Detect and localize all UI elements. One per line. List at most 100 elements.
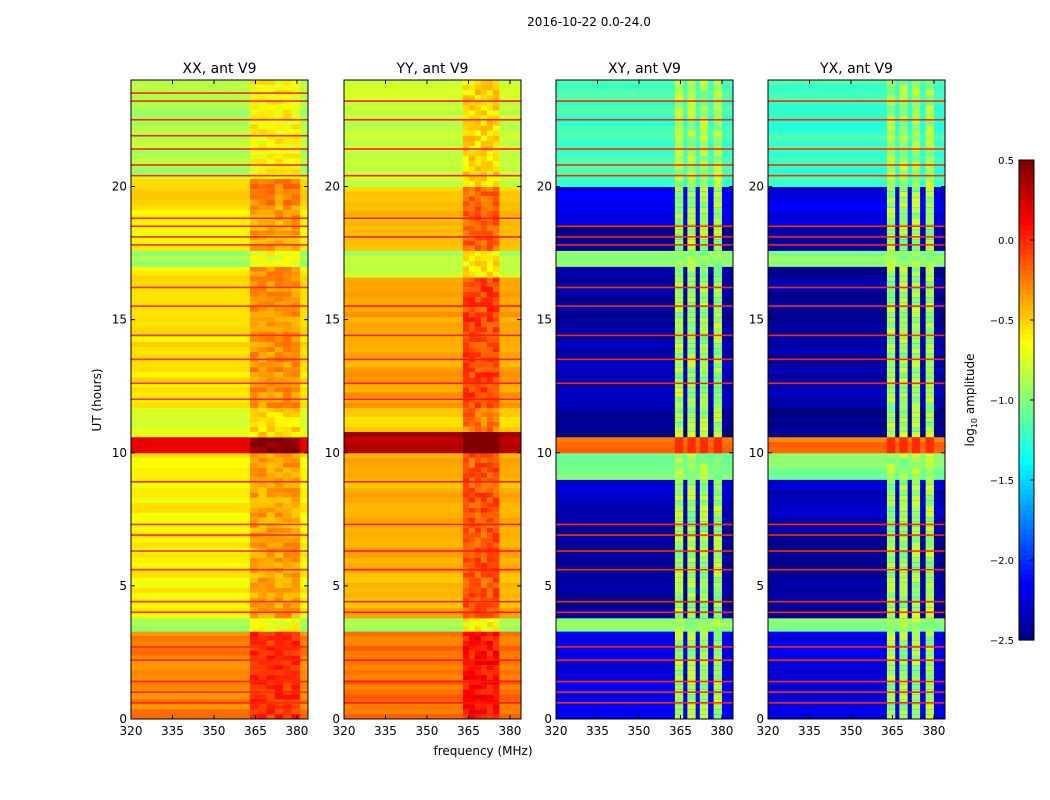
heatmap-cell xyxy=(768,536,945,543)
heatmap-cell xyxy=(291,158,301,165)
heatmap-cell xyxy=(899,602,908,609)
heatmap-cell xyxy=(344,156,521,162)
colorbar-segment xyxy=(1019,250,1034,256)
heatmap-cell xyxy=(258,507,268,514)
heatmap-cell xyxy=(480,522,488,529)
heatmap-cell xyxy=(474,517,482,524)
heatmap-cell xyxy=(713,650,722,657)
heatmap-cell xyxy=(687,452,696,459)
heatmap-cell xyxy=(266,225,276,231)
heatmap-cell xyxy=(266,482,276,489)
heatmap-cell xyxy=(291,362,301,368)
colorbar-segment xyxy=(1019,400,1034,406)
heatmap-cell xyxy=(258,271,268,277)
heatmap-cell xyxy=(131,631,308,637)
heatmap-cell xyxy=(687,427,696,433)
heatmap-cell xyxy=(699,312,709,319)
heatmap-cell xyxy=(899,626,908,632)
heatmap-cell xyxy=(899,694,908,700)
heatmap-cell xyxy=(899,463,908,470)
heatmap-cell xyxy=(344,640,521,647)
heatmap-cell xyxy=(462,352,470,358)
heatmap-cell xyxy=(492,230,500,237)
heatmap-cell xyxy=(925,631,934,637)
heatmap-cell xyxy=(480,115,488,122)
heatmap-cell xyxy=(492,675,500,681)
heatmap-cell xyxy=(699,250,709,257)
heatmap-cell xyxy=(899,276,908,283)
rfi-line xyxy=(768,286,945,289)
heatmap-cell xyxy=(492,402,500,408)
heatmap-cell xyxy=(274,109,284,115)
heatmap-cell xyxy=(492,650,500,657)
heatmap-cell xyxy=(266,462,276,469)
heatmap-cell xyxy=(556,490,733,496)
heatmap-cell xyxy=(266,362,276,368)
heatmap-cell xyxy=(480,507,488,514)
heatmap-cell xyxy=(462,640,470,647)
heatmap-cell xyxy=(486,337,494,343)
heatmap-cell xyxy=(556,442,733,448)
heatmap-cell xyxy=(687,655,696,661)
heatmap-cell xyxy=(291,124,301,130)
rfi-line xyxy=(131,398,308,401)
colorbar-segment xyxy=(1019,350,1034,356)
heatmap-cell xyxy=(925,412,934,418)
heatmap-cell xyxy=(768,442,945,448)
heatmap-cell xyxy=(899,536,908,543)
heatmap-cell xyxy=(344,517,521,524)
heatmap-cell xyxy=(344,235,521,242)
heatmap-cell xyxy=(713,536,722,543)
heatmap-cell xyxy=(768,511,945,518)
heatmap-cell xyxy=(768,312,945,319)
heatmap-cell xyxy=(492,206,500,212)
heatmap-cell xyxy=(266,422,276,428)
heatmap-cell xyxy=(713,541,722,548)
heatmap-cell xyxy=(925,276,934,283)
rfi-line xyxy=(344,236,521,238)
heatmap-cell xyxy=(474,95,482,101)
heatmap-cell xyxy=(291,714,301,720)
heatmap-cell xyxy=(556,105,733,111)
heatmap-cell xyxy=(283,261,292,267)
heatmap-cell xyxy=(249,397,259,403)
heatmap-cell xyxy=(249,617,259,623)
heatmap-cell xyxy=(249,402,259,408)
heatmap-cell xyxy=(274,286,284,293)
heatmap-cell xyxy=(556,213,733,219)
heatmap-cell xyxy=(468,567,476,574)
heatmap-cell xyxy=(492,85,500,91)
heatmap-cell xyxy=(768,714,945,720)
heatmap-cell xyxy=(474,537,482,544)
heatmap-cell xyxy=(699,490,709,496)
heatmap-cell xyxy=(131,487,308,494)
heatmap-cell xyxy=(768,636,945,642)
heatmap-cell xyxy=(911,135,921,142)
heatmap-cell xyxy=(899,417,908,423)
heatmap-cell xyxy=(344,352,521,358)
heatmap-cell xyxy=(486,240,494,246)
colorbar-segment xyxy=(1019,340,1034,346)
heatmap-cell xyxy=(492,322,500,328)
heatmap-cell xyxy=(492,292,500,298)
heatmap-cell xyxy=(925,397,934,404)
heatmap-cell xyxy=(468,191,476,197)
heatmap-cell xyxy=(699,120,709,127)
heatmap-cell xyxy=(468,367,476,373)
rfi-line xyxy=(556,286,733,289)
heatmap-cell xyxy=(486,382,494,388)
heatmap-cell xyxy=(492,90,500,96)
heatmap-cell xyxy=(266,316,276,323)
heatmap-cell xyxy=(474,337,482,343)
heatmap-cell xyxy=(266,367,276,373)
heatmap-cell xyxy=(492,171,500,177)
rfi-line xyxy=(131,680,308,683)
heatmap-cell xyxy=(258,230,268,236)
heatmap-cell xyxy=(266,612,276,619)
heatmap-cell xyxy=(266,114,276,120)
heatmap-cell xyxy=(462,612,470,619)
heatmap-cell xyxy=(713,511,722,518)
heatmap-cell xyxy=(480,492,488,499)
heatmap-cell xyxy=(291,557,301,564)
heatmap-cell xyxy=(258,168,268,175)
